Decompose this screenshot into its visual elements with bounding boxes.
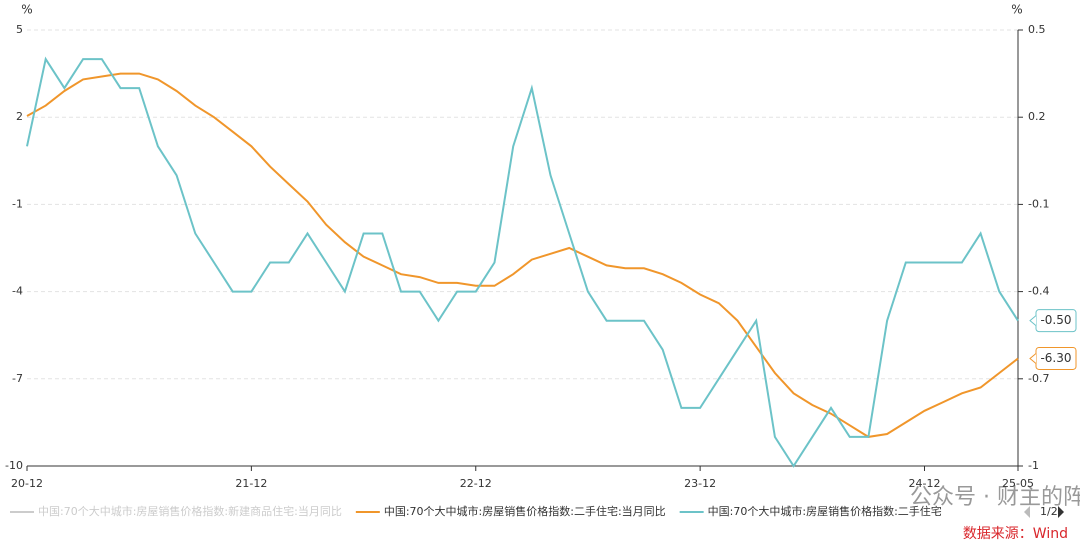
y2-tick-label: 0.5 bbox=[1028, 23, 1046, 36]
y2-tick-label: -1 bbox=[1028, 459, 1039, 472]
x-tick-label: 20-12 bbox=[11, 477, 43, 490]
end-label: -6.30 bbox=[1040, 351, 1071, 365]
watermark: 公众号 · 财主的阵地 bbox=[910, 485, 1080, 510]
y-tick-label: 5 bbox=[16, 23, 23, 36]
legend-next[interactable] bbox=[1058, 506, 1064, 518]
legend-label[interactable]: 中国:70个大中城市:房屋销售价格指数:二手住宅:当月同比 bbox=[384, 504, 666, 518]
end-label: -0.50 bbox=[1040, 313, 1071, 327]
y-tick-label: -1 bbox=[12, 197, 23, 210]
x-tick-label: 23-12 bbox=[684, 477, 716, 490]
x-tick-label: 22-12 bbox=[460, 477, 492, 490]
legend-label[interactable]: 中国:70个大中城市:房屋销售价格指数:二手住宅 bbox=[708, 504, 942, 518]
y-unit: % bbox=[21, 3, 32, 17]
x-tick-label: 25-05 bbox=[1002, 477, 1034, 490]
x-tick-label: 24-12 bbox=[909, 477, 941, 490]
y2-tick-label: -0.7 bbox=[1028, 372, 1049, 385]
series-line bbox=[26, 56, 1019, 468]
legend-page[interactable]: 1/2 bbox=[1040, 505, 1058, 518]
end-label-pointer bbox=[1029, 353, 1037, 364]
y-tick-label: -10 bbox=[5, 459, 23, 472]
end-label-pointer bbox=[1029, 315, 1037, 327]
y-tick-label: 2 bbox=[16, 110, 23, 123]
y2-tick-label: -0.1 bbox=[1028, 197, 1049, 210]
y-tick-label: -4 bbox=[12, 285, 23, 298]
y-tick-label: -7 bbox=[12, 372, 23, 385]
series-line bbox=[26, 72, 1019, 438]
y2-unit: % bbox=[1011, 3, 1022, 17]
legend-label[interactable]: 中国:70个大中城市:房屋销售价格指数:新建商品住宅:当月同比 bbox=[38, 504, 342, 518]
source: 数据来源：Wind bbox=[963, 526, 1068, 542]
x-tick-label: 21-12 bbox=[235, 477, 267, 490]
y2-tick-label: 0.2 bbox=[1028, 110, 1046, 123]
y2-tick-label: -0.4 bbox=[1028, 285, 1049, 298]
legend-prev[interactable] bbox=[1024, 506, 1030, 518]
